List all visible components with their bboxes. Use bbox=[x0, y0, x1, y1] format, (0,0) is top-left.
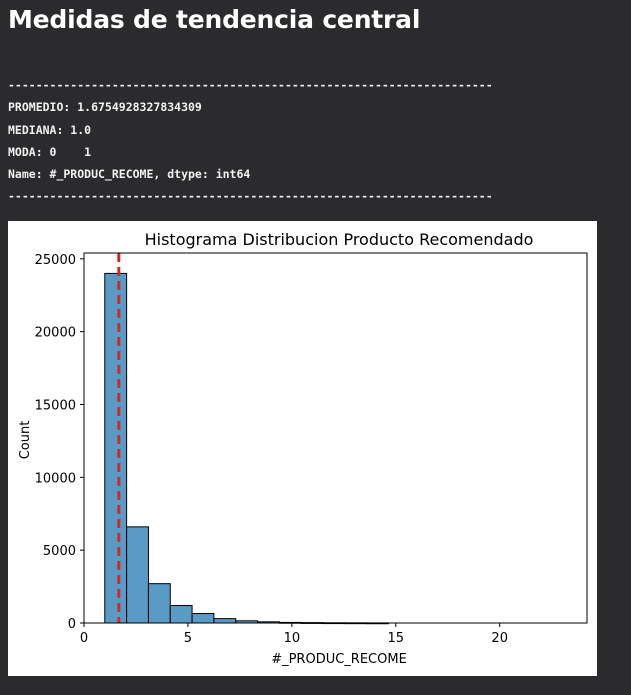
histogram-bar bbox=[213, 618, 237, 624]
plot-panel: Histograma Distribucion Producto Recomen… bbox=[8, 221, 597, 676]
y-tick-label: 5000 bbox=[43, 544, 76, 559]
histogram-bar bbox=[191, 613, 215, 624]
page-heading: Medidas de tendencia central bbox=[8, 5, 421, 34]
y-tick-label: 10000 bbox=[35, 471, 76, 486]
histogram-chart: Histograma Distribucion Producto Recomen… bbox=[18, 230, 588, 667]
histogram-bar bbox=[126, 526, 149, 624]
chart-title: Histograma Distribucion Producto Recomen… bbox=[145, 230, 534, 249]
series-name-line: Name: #_PRODUC_RECOME, dtype: int64 bbox=[8, 167, 251, 182]
x-tick-label: 0 bbox=[80, 631, 88, 646]
histogram-bar bbox=[169, 605, 193, 624]
promedio-line: PROMEDIO: 1.6754928327834309 bbox=[8, 100, 202, 115]
x-axis-label: #_PRODUC_RECOME bbox=[271, 652, 407, 667]
moda-line: MODA: 0 1 bbox=[8, 144, 92, 159]
y-tick-label: 0 bbox=[68, 617, 76, 632]
plot-frame bbox=[83, 252, 588, 624]
separator-top: ----------------------------------------… bbox=[8, 78, 493, 92]
mediana-line: MEDIANA: 1.0 bbox=[8, 122, 92, 137]
y-axis-ticks: 0 5000 10000 15000 20000 25000 bbox=[35, 253, 84, 632]
x-axis-ticks: 0 5 10 15 20 bbox=[80, 623, 508, 646]
y-tick-label: 25000 bbox=[35, 253, 76, 268]
y-tick-label: 15000 bbox=[35, 398, 76, 413]
histogram-bar bbox=[104, 272, 128, 624]
bars-group bbox=[104, 272, 390, 625]
cell-output: ----------------------------------------… bbox=[8, 74, 493, 208]
histogram-bar bbox=[147, 583, 171, 624]
x-tick-label: 15 bbox=[388, 631, 405, 646]
x-tick-label: 20 bbox=[491, 631, 508, 646]
y-tick-label: 20000 bbox=[35, 326, 76, 341]
x-tick-label: 10 bbox=[284, 631, 301, 646]
separator-bottom: ----------------------------------------… bbox=[8, 189, 493, 204]
y-axis-label: Count bbox=[18, 421, 33, 460]
x-tick-label: 5 bbox=[184, 631, 192, 646]
